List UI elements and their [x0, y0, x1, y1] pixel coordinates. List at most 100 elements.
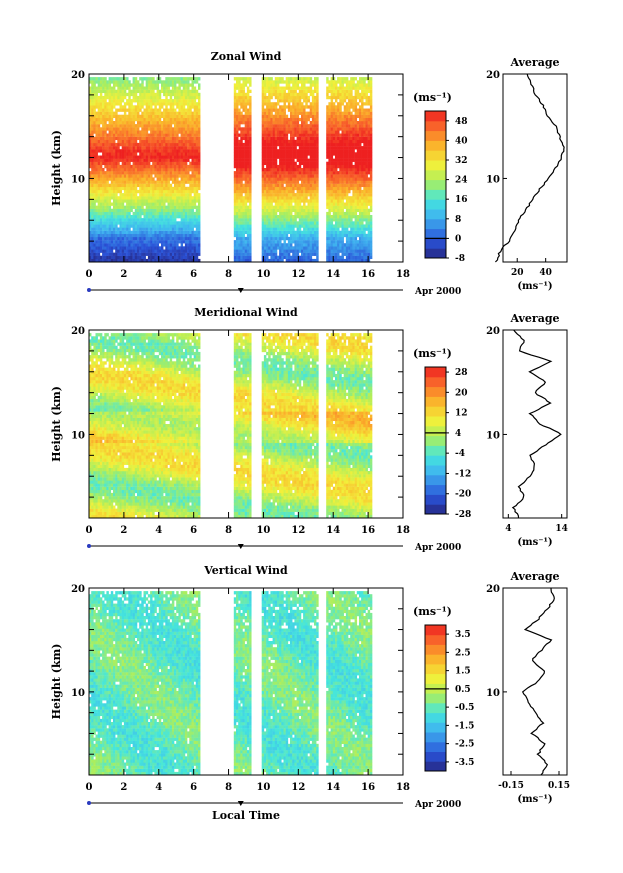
heatmap-cell: [174, 227, 177, 231]
heatmap-cell: [246, 142, 250, 147]
heatmap-cell: [161, 142, 164, 147]
heatmap-cell: [167, 193, 170, 197]
heatmap-cell: [242, 218, 245, 222]
heatmap-cell: [191, 174, 194, 178]
heatmap-cell: [184, 139, 188, 144]
heatmap-cell: [117, 89, 120, 94]
heatmap-cell: [123, 111, 127, 115]
heatmap-cell: [163, 152, 166, 156]
heatmap-cell: [195, 80, 199, 84]
heatmap-cell: [113, 215, 116, 219]
heatmap-cell: [182, 139, 186, 144]
heatmap-cell: [119, 86, 122, 90]
heatmap-cell: [99, 240, 103, 244]
heatmap-cell: [193, 171, 197, 175]
heatmap-cell: [274, 258, 278, 263]
heatmap-cell: [279, 221, 282, 225]
heatmap-cell: [152, 224, 155, 228]
heatmap-cell: [163, 180, 166, 184]
heatmap-cell: [130, 89, 133, 94]
heatmap-cell: [163, 196, 166, 200]
heatmap-cell: [152, 180, 155, 184]
heatmap-cell: [195, 186, 199, 191]
heatmap-cell: [277, 136, 280, 141]
heatmap-cell: [330, 189, 334, 194]
heatmap-cell: [263, 246, 267, 250]
heatmap-cell: [309, 221, 313, 225]
heatmap-cell: [89, 227, 92, 231]
heatmap-cell: [316, 199, 319, 203]
heatmap-cell: [123, 224, 127, 228]
heatmap-cell: [328, 202, 331, 206]
heatmap-cell: [97, 243, 101, 247]
heatmap-cell: [328, 83, 331, 87]
heatmap-cell: [154, 95, 157, 100]
heatmap-cell: [249, 142, 252, 147]
heatmap-cell: [238, 236, 241, 241]
heatmap-cell: [167, 171, 170, 175]
heatmap-cell: [110, 202, 114, 206]
heatmap-cell: [233, 193, 237, 197]
heatmap-cell: [233, 92, 237, 97]
heatmap-cell: [171, 130, 175, 134]
heatmap-cell: [309, 102, 313, 106]
heatmap-cell: [171, 205, 175, 209]
heatmap-cell: [307, 240, 310, 244]
heatmap-cell: [89, 258, 92, 263]
heatmap-cell: [328, 152, 331, 156]
heatmap-cell: [165, 196, 168, 200]
heatmap-cell: [99, 117, 103, 122]
heatmap-cell: [161, 221, 164, 225]
heatmap-cell: [193, 183, 197, 188]
heatmap-cell: [176, 177, 179, 181]
heatmap-cell: [104, 199, 107, 203]
heatmap-cell: [314, 202, 317, 206]
heatmap-cell: [113, 202, 116, 206]
heatmap-cell: [326, 121, 329, 125]
heatmap-cell: [156, 258, 160, 263]
heatmap-cell: [182, 252, 186, 256]
heatmap-cell: [277, 164, 280, 169]
heatmap-cell: [106, 168, 109, 172]
heatmap-cell: [266, 189, 269, 194]
heatmap-cell: [117, 139, 120, 144]
heatmap-cell: [115, 117, 118, 122]
heatmap-cell: [182, 80, 186, 84]
heatmap-cell: [169, 252, 173, 256]
heatmap-cell: [180, 99, 184, 103]
heatmap-cell: [290, 183, 293, 188]
heatmap-cell: [163, 258, 166, 263]
heatmap-cell: [102, 221, 105, 225]
heatmap-cell: [147, 121, 151, 125]
heatmap-cell: [301, 108, 304, 112]
heatmap-cell: [117, 215, 120, 219]
heatmap-cell: [121, 77, 125, 81]
heatmap-cell: [182, 146, 186, 150]
heatmap-cell: [174, 193, 177, 197]
heatmap-cell: [158, 121, 162, 125]
heatmap-cell: [187, 99, 190, 103]
heatmap-cell: [180, 83, 184, 87]
heatmap-cell: [261, 136, 265, 141]
heatmap-cell: [303, 233, 306, 238]
heatmap-cell: [117, 221, 120, 225]
heatmap-cell: [95, 215, 98, 219]
heatmap-cell: [294, 258, 297, 263]
heatmap-cell: [292, 105, 295, 109]
heatmap-cell: [161, 133, 164, 137]
heatmap-cell: [95, 252, 98, 256]
heatmap-cell: [176, 224, 179, 228]
heatmap-cell: [261, 243, 265, 247]
heatmap-cell: [126, 236, 129, 241]
heatmap-cell: [102, 215, 105, 219]
heatmap-cell: [191, 208, 194, 213]
heatmap-cell: [121, 95, 125, 100]
heatmap-cell: [198, 158, 201, 162]
heatmap-cell: [89, 105, 92, 109]
heatmap-cell: [117, 168, 120, 172]
heatmap-cell: [171, 186, 175, 191]
heatmap-cell: [165, 127, 168, 131]
heatmap-cell: [106, 189, 109, 194]
heatmap-cell: [174, 174, 177, 178]
heatmap-cell: [244, 105, 248, 109]
